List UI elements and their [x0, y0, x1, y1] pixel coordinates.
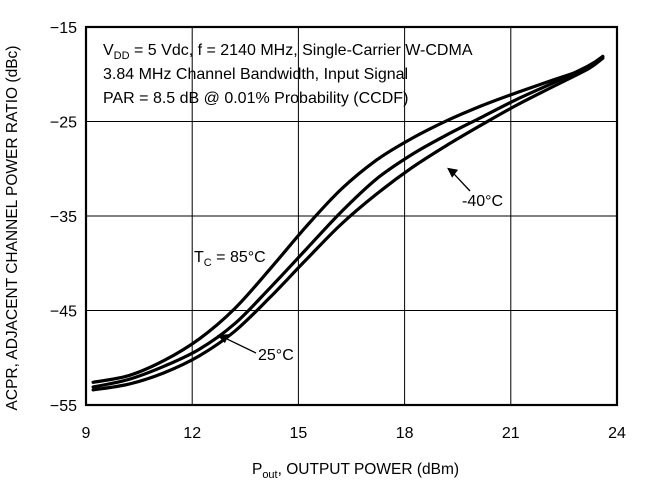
cond-line1-rest: = 5 Vdc, f = 2140 MHz, Single-Carrier W-… [130, 42, 473, 59]
x-tick-label: 15 [290, 425, 308, 442]
conditions-line-3: PAR = 8.5 dB @ 0.01% Probability (CCDF) [103, 90, 408, 107]
x-axis-title-rest: , OUTPUT POWER (dBm) [278, 461, 459, 478]
conditions-line-1: VDD = 5 Vdc, f = 2140 MHz, Single-Carrie… [103, 42, 473, 62]
annotation-minus40c-arrowhead [447, 167, 459, 178]
annotations: TC = 85°C 25°C -40°C [194, 167, 503, 364]
series-group [91, 54, 605, 392]
cond-vdd-prefix: V [103, 42, 114, 59]
conditions-line-2: 3.84 MHz Channel Bandwidth, Input Signal [103, 66, 408, 83]
x-axis-title-main: P [252, 461, 262, 478]
y-tick-label: −45 [50, 304, 77, 321]
series-line-25c [91, 54, 605, 389]
annotation-25c-arrow [222, 336, 257, 354]
series-line-minus40c [91, 56, 605, 392]
x-tick-label: 18 [396, 425, 414, 442]
annotation-minus40c: -40°C [462, 193, 503, 210]
ann-85c-prefix: T [194, 249, 204, 266]
cond-vdd-sub: DD [114, 50, 130, 62]
annotation-85c: TC = 85°C [194, 249, 266, 269]
conditions-box: VDD = 5 Vdc, f = 2140 MHz, Single-Carrie… [103, 42, 473, 107]
x-tick-label: 12 [183, 425, 201, 442]
y-tick-label: −25 [50, 115, 77, 132]
x-axis-title-sub: out [262, 469, 277, 481]
tick-labels: 9 12 15 18 21 24 −15 −25 −35 −45 −55 [50, 20, 626, 442]
x-tick-label: 9 [82, 425, 91, 442]
series-line-85c [91, 55, 605, 384]
x-tick-label: 24 [608, 425, 626, 442]
y-tick-label: −55 [50, 398, 77, 415]
annotation-25c-arrowhead [216, 334, 229, 344]
y-tick-label: −15 [50, 20, 77, 37]
y-tick-label: −35 [50, 209, 77, 226]
annotation-25c: 25°C [258, 347, 294, 364]
x-tick-label: 21 [502, 425, 520, 442]
ann-85c-rest: = 85°C [212, 249, 266, 266]
x-axis-title: Pout, OUTPUT POWER (dBm) [252, 461, 459, 481]
y-axis-title: ACPR, ADJACENT CHANNEL POWER RATIO (dBc) [4, 46, 21, 411]
ann-85c-sub: C [204, 257, 212, 269]
